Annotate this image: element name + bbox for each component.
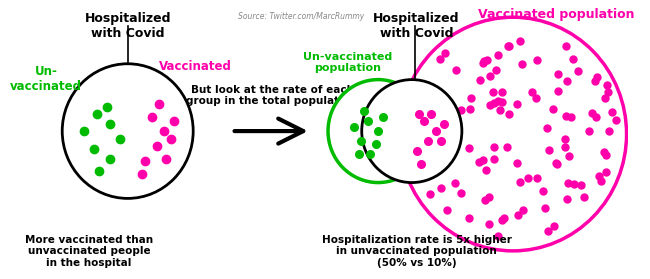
Text: But look at the rate of each
group in the total population: But look at the rate of each group in th… <box>187 85 358 106</box>
Text: More vaccinated than
unvaccinated people
in the hospital: More vaccinated than unvaccinated people… <box>25 235 153 268</box>
Text: Hospitalized
with Covid: Hospitalized with Covid <box>373 12 460 40</box>
Circle shape <box>399 17 627 251</box>
Text: Vaccinated population: Vaccinated population <box>478 8 634 21</box>
Text: Source: Twitter.com/MarcRummy: Source: Twitter.com/MarcRummy <box>238 12 364 21</box>
Text: Un-vaccinated
population: Un-vaccinated population <box>303 52 392 73</box>
Circle shape <box>328 80 428 182</box>
Text: Un-
vaccinated: Un- vaccinated <box>10 65 82 93</box>
Text: Hospitalized
with Covid: Hospitalized with Covid <box>84 12 171 40</box>
Circle shape <box>62 64 193 198</box>
Text: Vaccinated: Vaccinated <box>159 60 231 73</box>
Circle shape <box>362 80 462 182</box>
Text: Hospitalization rate is 5x higher
in unvaccinated population
(50% vs 10%): Hospitalization rate is 5x higher in unv… <box>322 235 512 268</box>
